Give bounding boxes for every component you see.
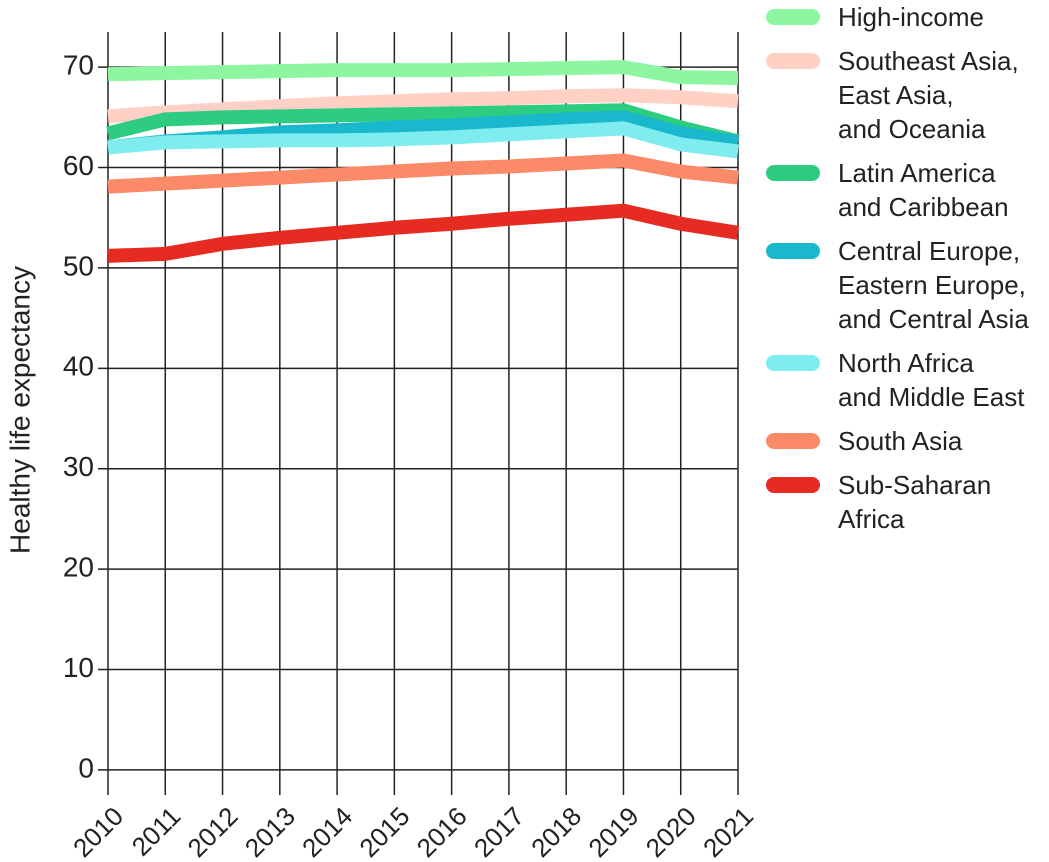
legend-item: Sub-Saharan Africa — [766, 468, 1049, 536]
x-tick-label: 2014 — [296, 801, 358, 862]
x-tick-label: 2011 — [126, 801, 187, 862]
series-line — [107, 121, 739, 159]
legend-label: High-income — [838, 2, 984, 32]
legend-swatch — [766, 433, 820, 449]
legend-item: South Asia — [766, 424, 1049, 458]
y-tick-label: 30 — [63, 451, 94, 482]
series-line — [107, 203, 740, 263]
legend-swatch — [766, 165, 820, 181]
x-tick-label: 2013 — [239, 801, 301, 862]
legend-item: High-income — [766, 0, 1049, 34]
legend-label: Latin America and Caribbean — [838, 158, 1009, 222]
legend-item: North Africa and Middle East — [766, 346, 1049, 414]
y-tick-label: 40 — [63, 351, 94, 382]
legend-label: North Africa and Middle East — [838, 348, 1025, 412]
legend-item: Southeast Asia, East Asia, and Oceania — [766, 44, 1049, 146]
legend-label: Central Europe, Eastern Europe, and Cent… — [838, 236, 1029, 334]
y-tick-label: 20 — [63, 552, 94, 583]
y-tick-label: 10 — [63, 652, 94, 683]
x-tick-label: 2010 — [67, 801, 129, 862]
x-tick-label: 2019 — [582, 801, 644, 862]
y-tick-label: 60 — [63, 150, 94, 181]
legend-swatch — [766, 243, 820, 259]
legend-item: Latin America and Caribbean — [766, 156, 1049, 224]
series-line — [107, 60, 739, 86]
legend-swatch — [766, 355, 820, 371]
legend-label: Southeast Asia, East Asia, and Oceania — [838, 46, 1019, 144]
legend-item: Central Europe, Eastern Europe, and Cent… — [766, 234, 1049, 336]
legend-label: South Asia — [838, 426, 963, 456]
legend: High-income Southeast Asia, East Asia, an… — [766, 0, 1049, 536]
y-tick-label: 0 — [78, 752, 94, 783]
x-tick-label: 2015 — [353, 801, 415, 862]
x-tick-label: 2017 — [468, 801, 530, 862]
legend-swatch — [766, 53, 820, 69]
x-tick-label: 2021 — [697, 801, 759, 862]
y-axis-title: Healthy life expectancy — [4, 266, 35, 554]
y-tick-label: 70 — [63, 50, 94, 81]
legend-label: Sub-Saharan Africa — [838, 470, 992, 534]
y-tick-label: 50 — [63, 250, 94, 281]
x-tick-label: 2016 — [411, 801, 473, 862]
x-tick-label: 2020 — [640, 801, 702, 862]
series-line — [107, 88, 739, 124]
legend-swatch — [766, 9, 820, 25]
series-line — [107, 153, 739, 194]
x-tick-label: 2018 — [525, 801, 587, 862]
x-tick-label: 2012 — [182, 801, 244, 862]
legend-swatch — [766, 477, 820, 493]
